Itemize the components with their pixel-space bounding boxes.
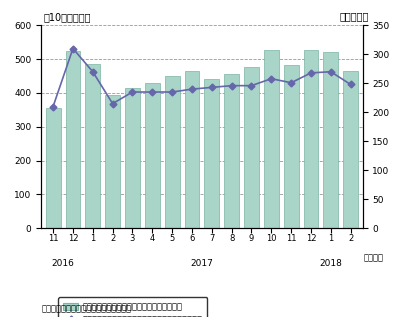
Bar xyxy=(105,95,120,228)
Text: （10億ルピー）: （10億ルピー） xyxy=(43,12,91,22)
Bar xyxy=(323,52,338,228)
Bar xyxy=(304,50,318,228)
Text: 2018: 2018 xyxy=(319,259,342,268)
Text: 2017: 2017 xyxy=(190,259,213,268)
Bar xyxy=(244,67,259,228)
Bar xyxy=(66,51,80,228)
Bar xyxy=(343,71,358,228)
Legend: デビットカード・クレジットカード取引金額, デビットカード・クレジットカード取引件数（右軸）: デビットカード・クレジットカード取引金額, デビットカード・クレジットカード取引… xyxy=(58,297,207,317)
Bar xyxy=(46,108,61,228)
Bar xyxy=(165,76,180,228)
Text: （百万件）: （百万件） xyxy=(339,11,369,21)
Bar xyxy=(185,71,199,228)
Bar xyxy=(125,88,140,228)
Bar xyxy=(224,74,239,228)
Text: （年月）: （年月） xyxy=(363,254,384,262)
Text: 2016: 2016 xyxy=(52,259,75,268)
Bar xyxy=(204,80,219,228)
Bar xyxy=(145,83,160,228)
Bar xyxy=(264,50,279,228)
Bar xyxy=(284,65,299,228)
Bar xyxy=(85,64,100,228)
Text: 備考：資料：インド準備銀行から作成。: 備考：資料：インド準備銀行から作成。 xyxy=(41,305,131,314)
